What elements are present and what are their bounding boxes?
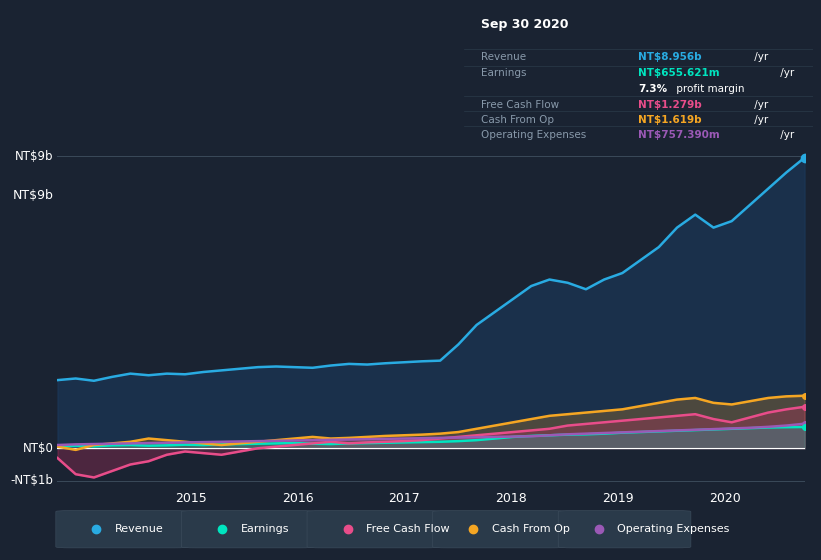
Text: Cash From Op: Cash From Op <box>492 524 570 534</box>
Text: /yr: /yr <box>751 115 768 125</box>
Text: NT$8.956b: NT$8.956b <box>639 52 702 62</box>
Text: NT$757.390m: NT$757.390m <box>639 129 720 139</box>
Text: Earnings: Earnings <box>241 524 289 534</box>
Text: Operating Expenses: Operating Expenses <box>617 524 730 534</box>
FancyBboxPatch shape <box>433 511 565 548</box>
Text: NT$0: NT$0 <box>23 442 53 455</box>
Text: NT$655.621m: NT$655.621m <box>639 68 720 77</box>
Text: Operating Expenses: Operating Expenses <box>481 129 586 139</box>
Text: /yr: /yr <box>751 52 768 62</box>
Text: NT$1.619b: NT$1.619b <box>639 115 702 125</box>
Text: /yr: /yr <box>777 68 794 77</box>
Text: /yr: /yr <box>777 129 794 139</box>
FancyBboxPatch shape <box>181 511 314 548</box>
Text: Sep 30 2020: Sep 30 2020 <box>481 18 569 31</box>
FancyBboxPatch shape <box>558 511 690 548</box>
Text: -NT$1b: -NT$1b <box>11 474 53 487</box>
Text: NT$9b: NT$9b <box>13 189 53 202</box>
Text: 7.3%: 7.3% <box>639 83 667 94</box>
FancyBboxPatch shape <box>307 511 439 548</box>
Text: Revenue: Revenue <box>481 52 526 62</box>
Text: /yr: /yr <box>751 100 768 110</box>
Text: NT$1.279b: NT$1.279b <box>639 100 702 110</box>
Text: Free Cash Flow: Free Cash Flow <box>481 100 559 110</box>
FancyBboxPatch shape <box>56 511 188 548</box>
Text: Revenue: Revenue <box>115 524 163 534</box>
Text: Cash From Op: Cash From Op <box>481 115 554 125</box>
Text: Earnings: Earnings <box>481 68 527 77</box>
Text: Free Cash Flow: Free Cash Flow <box>366 524 450 534</box>
Text: NT$9b: NT$9b <box>16 150 53 163</box>
Text: profit margin: profit margin <box>673 83 745 94</box>
